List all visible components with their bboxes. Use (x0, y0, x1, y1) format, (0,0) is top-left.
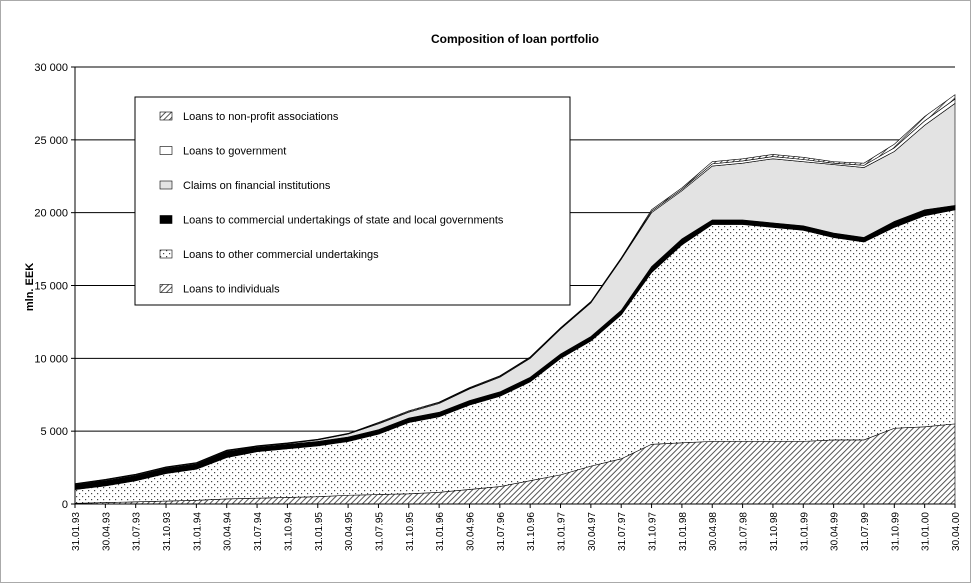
y-tick-label: 30 000 (34, 62, 68, 74)
legend: Loans to non-profit associations Loans to… (134, 96, 571, 306)
x-tick-label: 31.07.96 (496, 512, 507, 551)
legend-label: Loans to commercial undertakings of stat… (183, 215, 504, 227)
legend-label: Loans to other commercial undertakings (183, 249, 379, 261)
x-tick-label: 31.01.00 (921, 512, 932, 551)
legend-swatch (159, 146, 173, 155)
legend-swatch (159, 249, 173, 259)
x-tick-label: 31.10.95 (405, 512, 416, 551)
y-tick-label: 0 (62, 499, 68, 511)
legend-label: Loans to non-profit associations (183, 111, 339, 123)
legend-box (134, 96, 571, 306)
x-tick-label: 30.04.96 (465, 512, 476, 551)
x-tick-label: 30.04.98 (708, 512, 719, 551)
legend-label: Loans to individuals (183, 284, 280, 296)
y-tick-label: 10 000 (34, 353, 68, 365)
x-tick-label: 31.10.93 (162, 512, 173, 551)
legend-swatch (159, 284, 173, 293)
y-tick-label: 5 000 (40, 426, 68, 438)
x-tick-label: 30.04.00 (951, 512, 962, 551)
x-tick-label: 31.07.94 (253, 512, 264, 551)
x-tick-label: 31.01.99 (799, 512, 810, 551)
x-tick-label: 30.04.97 (587, 512, 598, 551)
x-tick-label: 31.07.97 (617, 512, 628, 551)
legend-label: Claims on financial institutions (183, 180, 331, 192)
x-tick-label: 30.04.93 (101, 512, 112, 551)
legend-swatch (159, 180, 173, 190)
y-tick-label: 20 000 (34, 208, 68, 220)
x-tick-label: 31.01.96 (435, 512, 446, 551)
x-tick-label: 31.01.95 (314, 512, 325, 551)
x-tick-label: 31.01.94 (192, 512, 203, 551)
legend-swatch (159, 111, 173, 121)
y-axis-label: mln. EEK (24, 263, 36, 311)
x-tick-label: 31.07.98 (739, 512, 750, 551)
x-tick-label: 31.10.94 (283, 512, 294, 551)
x-tick-label: 30.04.94 (223, 512, 234, 551)
legend-swatch (159, 215, 173, 224)
x-tick-label: 31.10.97 (648, 512, 659, 551)
area (74, 94, 956, 485)
x-tick-label: 31.07.95 (374, 512, 385, 551)
x-tick-label: 31.01.93 (71, 512, 82, 551)
x-tick-label: 31.10.99 (890, 512, 901, 551)
x-tick-label: 31.10.96 (526, 512, 537, 551)
y-tick-label: 25 000 (34, 135, 68, 147)
x-tick-label: 31.01.98 (678, 512, 689, 551)
legend-label: Loans to government (183, 146, 286, 158)
y-tick-label: 15 000 (34, 281, 68, 293)
x-tick-label: 30.04.95 (344, 512, 355, 551)
x-tick-label: 31.10.98 (769, 512, 780, 551)
x-tick-label: 31.07.99 (860, 512, 871, 551)
x-tick-label: 30.04.99 (830, 512, 841, 551)
x-tick-label: 31.07.93 (132, 512, 143, 551)
chart-title: Composition of loan portfolio (431, 32, 599, 46)
x-tick-label: 31.01.97 (557, 512, 568, 551)
